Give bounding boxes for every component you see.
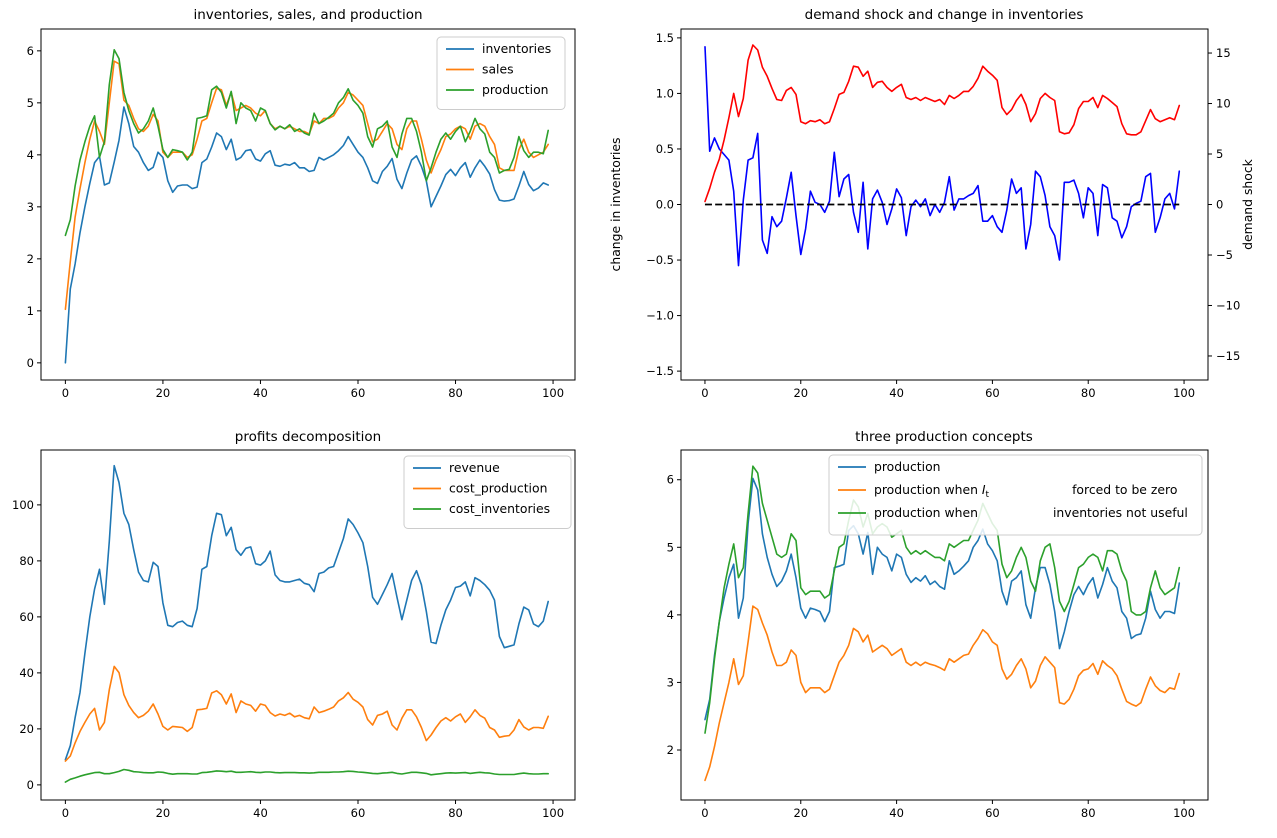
- y-tick-label: 0: [27, 356, 34, 370]
- x-tick-label: 80: [448, 386, 463, 400]
- legend-label: production: [874, 459, 941, 474]
- y2-tick-label: 15: [1216, 46, 1231, 60]
- y-tick-label: 6: [667, 473, 674, 487]
- x-tick-label: 40: [889, 806, 904, 820]
- x-tick-label: 40: [889, 386, 904, 400]
- panel-profits-decomposition: 0 20 40 60 80 100 0 20 40 60 80 100 profits decompos…: [12, 429, 576, 820]
- panel-demand-shock-change-in-inventories: 0 20 40 60 80 100−1.5−1.0−0.50.00.51.01.5−15−…: [608, 7, 1255, 400]
- y-tick-label: −1.0: [646, 309, 674, 323]
- axes-border: [40, 449, 576, 801]
- x-tick-label: 40: [253, 386, 268, 400]
- legend-label: revenue: [449, 460, 500, 475]
- x-tick-label: 60: [985, 386, 1000, 400]
- axes-border: [680, 28, 1209, 381]
- series-production: [64, 48, 550, 237]
- legend-label: production when inventories not useful: [874, 505, 1188, 520]
- y2-tick-label: 5: [1216, 147, 1223, 161]
- x-tick-label: 60: [351, 806, 366, 820]
- series-demand-shock: [704, 44, 1181, 203]
- x-tick-label: 80: [448, 806, 463, 820]
- legend-box: [828, 454, 1203, 536]
- series-inventories: [64, 106, 550, 364]
- series-sales: [64, 60, 550, 311]
- y-tick-label: 3: [667, 675, 674, 689]
- x-tick-label: 60: [985, 806, 1000, 820]
- y-tick-label: 1.0: [656, 86, 674, 100]
- chart-title: profits decomposition: [235, 429, 381, 445]
- x-tick-label: 20: [793, 806, 808, 820]
- legend-box: [436, 36, 566, 110]
- left-axis-label: change in inventories: [608, 138, 623, 272]
- legend-label: cost_inventories: [449, 501, 550, 516]
- y-tick-label: 60: [19, 610, 34, 624]
- y-tick-label: 2: [27, 252, 34, 266]
- legend-label: production: [482, 82, 549, 97]
- series-production-when-inventories-forced-to-zero: [704, 605, 1181, 782]
- x-tick-label: 80: [1081, 386, 1096, 400]
- series-production-when-inventories-not-useful: [704, 465, 1181, 734]
- y-tick-label: −1.5: [646, 364, 674, 378]
- legend-box: [403, 455, 572, 529]
- x-tick-label: 100: [1173, 806, 1195, 820]
- y-tick-label: −0.5: [646, 253, 674, 267]
- chart-title: demand shock and change in inventories: [805, 7, 1084, 23]
- y-tick-label: 0: [27, 778, 34, 792]
- y-tick-label: 3: [27, 200, 34, 214]
- y-tick-label: 4: [27, 148, 34, 162]
- chart-title: inventories, sales, and production: [193, 7, 422, 23]
- series-change-in-inventories: [704, 45, 1181, 267]
- y-tick-label: 4: [667, 608, 674, 622]
- x-tick-label: 20: [793, 386, 808, 400]
- series-cost_production: [64, 665, 550, 762]
- y-tick-label: 1.5: [656, 31, 674, 45]
- y2-tick-label: −5: [1216, 248, 1233, 262]
- series-cost_inventories: [64, 768, 550, 783]
- y-tick-label: 40: [19, 666, 34, 680]
- panel-three-production-concepts: 0 20 40 60 80 100 2 3 4 5 6 three production concep…: [667, 429, 1209, 820]
- x-tick-label: 0: [62, 806, 69, 820]
- series-revenue: [64, 464, 550, 761]
- x-tick-label: 40: [253, 806, 268, 820]
- y2-tick-label: 10: [1216, 97, 1231, 111]
- x-tick-label: 0: [701, 806, 708, 820]
- chart-title: three production concepts: [855, 429, 1033, 445]
- x-tick-label: 60: [351, 386, 366, 400]
- x-tick-label: 20: [156, 386, 171, 400]
- y-tick-label: 100: [12, 498, 34, 512]
- y-tick-label: 5: [27, 96, 34, 110]
- legend-label: sales: [482, 62, 514, 77]
- legend-label: inventories: [482, 41, 551, 56]
- y-tick-label: 5: [667, 540, 674, 554]
- x-tick-label: 100: [542, 806, 564, 820]
- y-tick-label: 20: [19, 722, 34, 736]
- axes-border: [40, 28, 576, 381]
- series-production: [704, 477, 1181, 721]
- y-tick-label: 6: [27, 44, 34, 58]
- x-tick-label: 100: [1173, 386, 1195, 400]
- panel-inventories-sales-production: 0 20 40 60 80 100 0 1 2 3 4 5 6 inventories, sales, a…: [27, 7, 576, 400]
- y-tick-label: 80: [19, 554, 34, 568]
- x-tick-label: 80: [1081, 806, 1096, 820]
- x-tick-label: 100: [542, 386, 564, 400]
- y-tick-label: 2: [667, 743, 674, 757]
- right-axis-label: demand shock: [1240, 158, 1255, 250]
- x-tick-label: 0: [62, 386, 69, 400]
- x-tick-label: 0: [701, 386, 708, 400]
- y2-tick-label: 0: [1216, 198, 1223, 212]
- y-tick-label: 0.5: [656, 142, 674, 156]
- x-tick-label: 20: [156, 806, 171, 820]
- y-tick-label: 0.0: [656, 198, 674, 212]
- y2-tick-label: −15: [1216, 349, 1240, 363]
- legend-label: cost_production: [449, 481, 547, 496]
- legend-label: production when It forced to be zero: [874, 482, 1177, 500]
- y2-tick-label: −10: [1216, 298, 1240, 312]
- y-tick-label: 1: [27, 304, 34, 318]
- axes-border: [680, 449, 1209, 801]
